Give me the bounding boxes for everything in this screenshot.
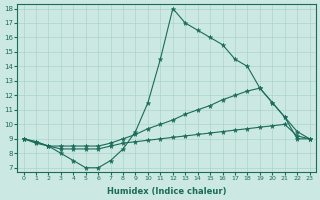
- X-axis label: Humidex (Indice chaleur): Humidex (Indice chaleur): [107, 187, 226, 196]
